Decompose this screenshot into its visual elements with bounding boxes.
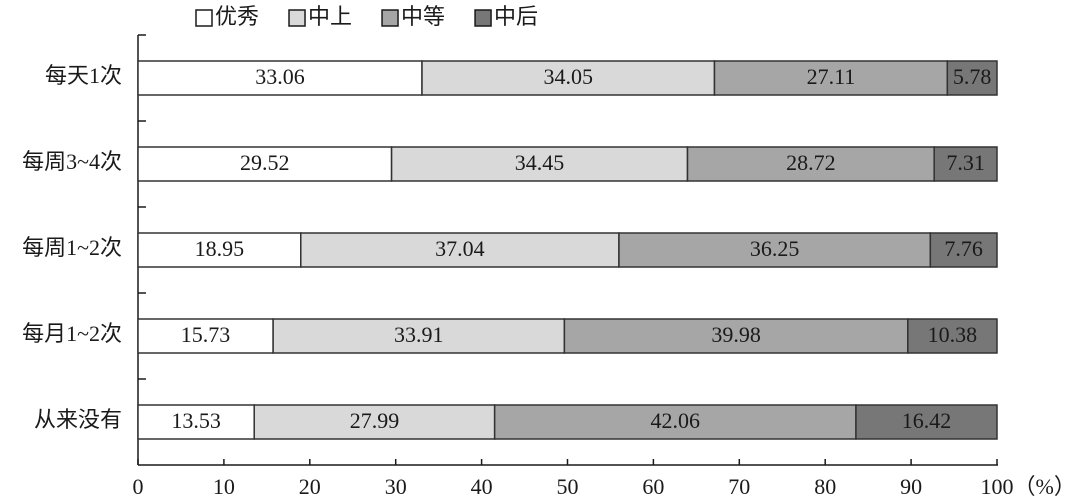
x-tick-label: 0	[133, 474, 144, 499]
y-tick-label: 每月1~2次	[22, 321, 122, 346]
x-tick-label: 100	[981, 474, 1014, 499]
x-tick-label: 40	[471, 474, 493, 499]
legend-label: 中后	[494, 4, 538, 29]
data-label: 7.31	[946, 150, 985, 175]
x-axis-label: （%）	[1014, 474, 1076, 499]
bar-segment	[907, 318, 998, 354]
data-label: 39.98	[711, 322, 761, 347]
y-axis-ticks	[138, 34, 146, 380]
y-tick-label: 每周1~2次	[22, 235, 122, 260]
bar-segment	[421, 60, 716, 96]
data-label: 5.78	[953, 64, 992, 89]
data-label: 18.95	[195, 236, 245, 261]
data-label: 42.06	[651, 408, 701, 433]
x-tick-label: 90	[900, 474, 922, 499]
legend-swatch	[288, 9, 306, 27]
data-label: 33.91	[394, 322, 444, 347]
bar-segment	[272, 318, 566, 354]
bar-segment	[946, 60, 998, 96]
data-label: 27.11	[807, 64, 856, 89]
bar-segment	[929, 232, 998, 268]
bar-segment	[493, 404, 857, 440]
bar-segment	[563, 318, 909, 354]
legend-label: 中上	[308, 4, 352, 29]
bar-segment	[855, 404, 998, 440]
legend-label: 优秀	[215, 4, 259, 29]
bar-segment	[253, 404, 496, 440]
data-label: 37.04	[435, 236, 485, 261]
x-tick-label: 60	[642, 474, 664, 499]
x-tick-label: 80	[814, 474, 836, 499]
data-label: 29.52	[240, 150, 290, 175]
x-tick-label: 50	[557, 474, 579, 499]
bar-segment	[137, 318, 274, 354]
data-label: 10.38	[928, 322, 978, 347]
x-tick-label: 30	[385, 474, 407, 499]
data-label: 16.42	[902, 408, 952, 433]
y-tick-label: 从来没有	[34, 407, 122, 432]
data-label: 28.72	[786, 150, 836, 175]
x-tick-label: 70	[728, 474, 750, 499]
data-label: 13.53	[171, 408, 221, 433]
data-label: 34.45	[515, 150, 565, 175]
y-tick-label: 每天1次	[45, 63, 122, 88]
data-label: 34.05	[543, 64, 593, 89]
bar-segment	[390, 146, 689, 182]
x-tick-label: 20	[299, 474, 321, 499]
bar-segment	[137, 404, 255, 440]
bar-segment	[933, 146, 998, 182]
legend-swatch	[195, 9, 213, 27]
legend-swatch	[474, 9, 492, 27]
y-tick-label: 每周3~4次	[22, 149, 122, 174]
bar-segment	[300, 232, 620, 268]
data-label: 33.06	[255, 64, 305, 89]
data-label: 15.73	[181, 322, 231, 347]
x-tick-label: 10	[213, 474, 235, 499]
data-label: 7.76	[944, 236, 983, 261]
legend-swatch	[381, 9, 399, 27]
data-label: 36.25	[750, 236, 800, 261]
data-label: 27.99	[350, 408, 400, 433]
legend-label: 中等	[401, 4, 445, 29]
